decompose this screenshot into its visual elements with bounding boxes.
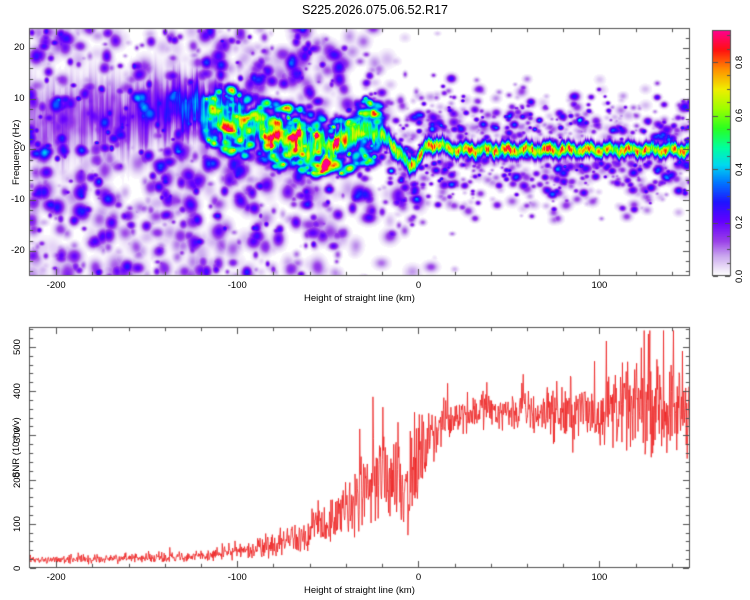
snr-ytick-100: 100	[12, 515, 23, 532]
spectrogram-xtick-100: 100	[591, 280, 608, 291]
snr-xtick--100: -100	[227, 572, 247, 583]
colorbar-tick-0.0: 0.0	[734, 269, 745, 283]
snr-xtick--200: -200	[46, 572, 66, 583]
spectrogram-ytick--20: -20	[11, 244, 25, 256]
snr-ytick-300: 300	[12, 427, 23, 444]
page-title: S225.2026.075.06.52.R17	[302, 3, 448, 17]
colorbar-tick-0.4: 0.4	[734, 162, 745, 176]
snr-xtick-0: 0	[415, 572, 422, 583]
spectrogram-xtick--200: -200	[46, 280, 66, 291]
snr-ytick-400: 400	[12, 383, 23, 400]
spectrogram-ytick-10: 10	[14, 92, 25, 104]
spectrogram-ytick-0: 0	[20, 143, 26, 155]
spectrogram-xtick-0: 0	[415, 280, 422, 291]
colorbar-tick-0.8: 0.8	[734, 55, 745, 69]
snr-ytick-500: 500	[12, 339, 23, 355]
colorbar-tick-0.6: 0.6	[734, 108, 745, 123]
spectrogram-x-axis-label: Height of straight line (km)	[304, 293, 415, 304]
spectrogram-ytick-20: 20	[14, 42, 25, 54]
spectrogram-xtick--100: -100	[227, 280, 247, 291]
snr-x-axis-label: Height of straight line (km)	[304, 585, 415, 596]
snr-ytick-0: 0	[12, 565, 23, 571]
snr-ytick-200: 200	[12, 471, 23, 488]
colorbar-tick-0.2: 0.2	[734, 215, 745, 230]
snr-xtick-100: 100	[591, 572, 608, 583]
spectrogram-ytick--10: -10	[11, 194, 25, 206]
